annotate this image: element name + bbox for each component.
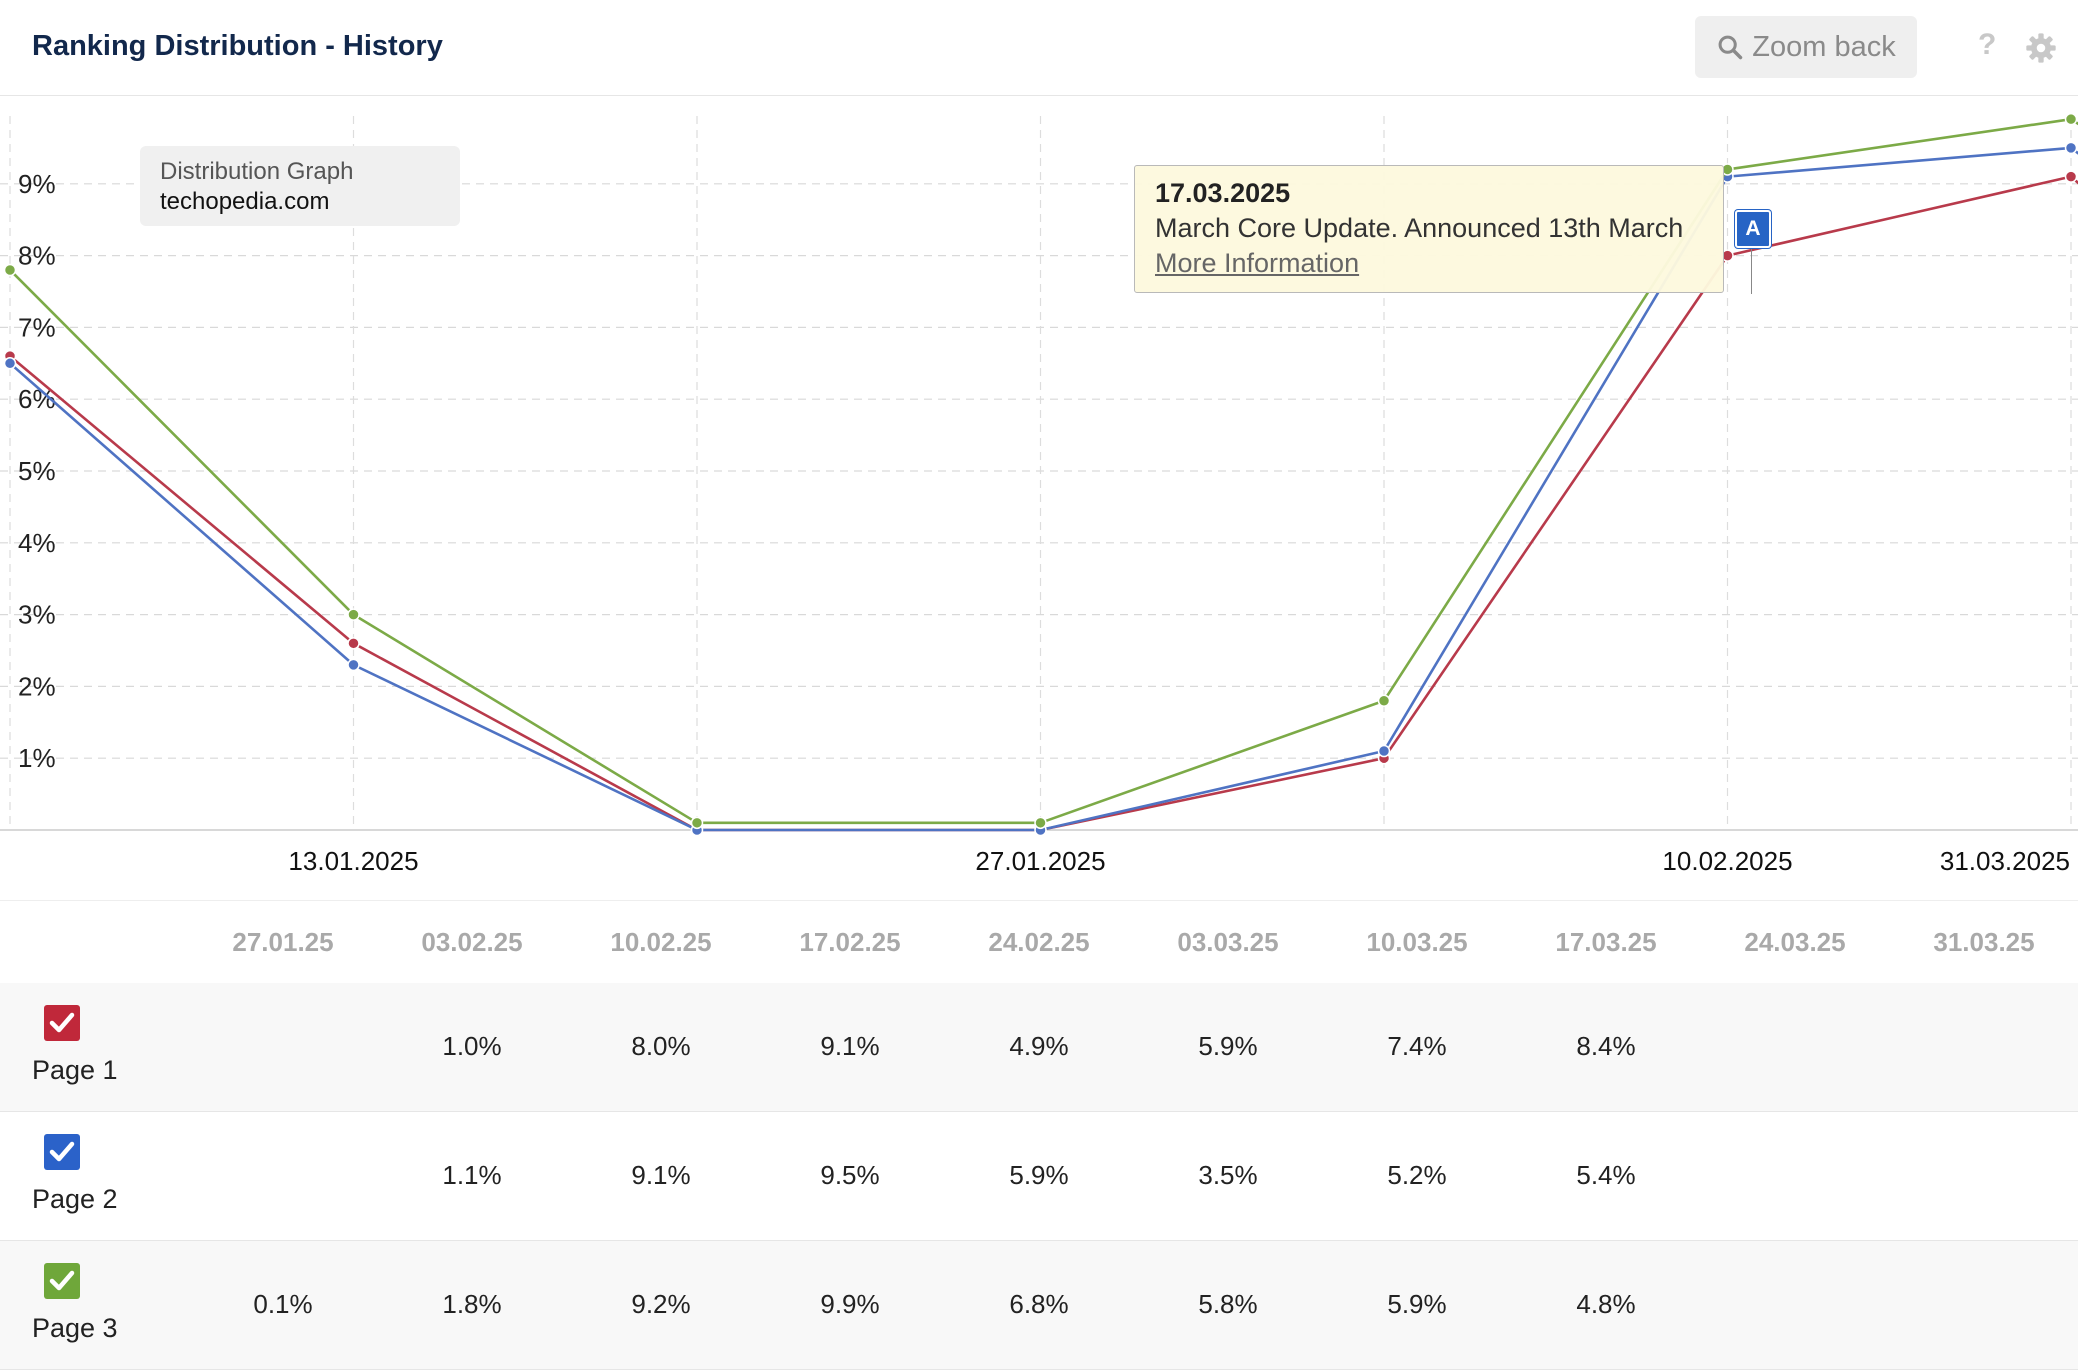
- more-information-link[interactable]: More Information: [1155, 248, 1360, 278]
- series-line-page-1: [9, 175, 2078, 832]
- data-point-page-3: [3, 263, 17, 277]
- tooltip-text: March Core Update. Announced 13th March: [1155, 213, 1684, 243]
- table-header-cell: 31.03.25: [1933, 927, 2035, 957]
- row-label: Page 3: [32, 1313, 118, 1343]
- table-cell: 1.1%: [442, 1160, 502, 1190]
- checkmark-icon: [49, 1012, 75, 1033]
- row-label: Page 1: [32, 1055, 118, 1085]
- data-point-page-3: [1377, 694, 1391, 708]
- table-row-page-1: Page 1 1.0% 8.0% 9.1% 4.9% 5.9% 7.4% 8.4…: [0, 983, 2078, 1112]
- table-cell: 9.1%: [631, 1160, 691, 1190]
- page-1-checkbox[interactable]: [44, 1005, 80, 1041]
- table-cell: 5.4%: [1576, 1160, 1636, 1190]
- table-cell: 1.0%: [442, 1031, 502, 1061]
- table-header: 27.01.25 03.02.25 10.02.25 17.02.25 24.0…: [0, 900, 2078, 984]
- zoom-back-label: Zoom back: [1752, 30, 1896, 63]
- table-cell: 9.5%: [820, 1160, 880, 1190]
- series-line-page-2: [9, 146, 2078, 832]
- table-cell: 0.1%: [253, 1289, 313, 1319]
- table-header-cell: 27.01.25: [232, 927, 334, 957]
- data-point-page-2: [3, 357, 17, 370]
- table-cell: 8.0%: [631, 1031, 691, 1061]
- table-header-cell: 03.02.25: [421, 927, 523, 957]
- table-cell: 4.8%: [1576, 1289, 1636, 1319]
- x-tick-label: 13.01.2025: [288, 846, 418, 876]
- table-cell: 7.4%: [1387, 1031, 1447, 1061]
- distribution-legend: Distribution Graph techopedia.com: [140, 146, 460, 226]
- y-tick-label: 7%: [18, 312, 56, 342]
- table-header-cell: 17.03.25: [1555, 927, 1657, 957]
- data-point-page-3: [347, 608, 360, 621]
- table-header-cell: 10.03.25: [1366, 927, 1468, 957]
- page-2-checkbox[interactable]: [44, 1134, 80, 1170]
- data-point-page-1: [347, 637, 360, 650]
- data-point-page-3: [1034, 816, 1047, 830]
- table-cell: 3.5%: [1198, 1160, 1258, 1190]
- table-cell: 5.8%: [1198, 1289, 1258, 1319]
- gear-icon[interactable]: [2025, 32, 2057, 64]
- table-cell: 9.2%: [631, 1289, 691, 1319]
- table-header-cell: 03.03.25: [1177, 927, 1279, 957]
- table-cell: 6.8%: [1009, 1289, 1069, 1319]
- table-cell: 9.1%: [820, 1031, 880, 1061]
- chart-header: Ranking Distribution - History Zoom back…: [0, 0, 2078, 96]
- y-tick-label: 9%: [18, 169, 56, 199]
- data-point-page-2: [2064, 141, 2078, 155]
- table-cell: 4.9%: [1009, 1031, 1069, 1061]
- event-flag-marker[interactable]: A: [1735, 210, 1771, 248]
- table-cell: 5.9%: [1198, 1031, 1258, 1061]
- data-point-page-3: [690, 816, 704, 830]
- x-tick-label: 10.02.2025: [1662, 846, 1792, 876]
- table-cell: 5.9%: [1009, 1160, 1069, 1190]
- data-point-page-2: [1377, 744, 1391, 758]
- table-row-page-3: Page 3 0.1% 1.8% 9.2% 9.9% 6.8% 5.8% 5.9…: [0, 1241, 2078, 1370]
- table-header-cell: 24.02.25: [988, 927, 1090, 957]
- y-tick-label: 5%: [18, 456, 56, 486]
- data-point-page-3: [2064, 112, 2078, 126]
- table-cell: 8.4%: [1576, 1031, 1636, 1061]
- y-tick-label: 3%: [18, 600, 56, 630]
- table-row-page-2: Page 2 1.1% 9.1% 9.5% 5.9% 3.5% 5.2% 5.4…: [0, 1112, 2078, 1241]
- checkmark-icon: [49, 1141, 75, 1162]
- y-tick-label: 8%: [18, 241, 56, 271]
- event-tooltip: 17.03.2025 March Core Update. Announced …: [1134, 165, 1724, 293]
- y-tick-label: 4%: [18, 528, 56, 558]
- data-point-page-1: [2064, 170, 2078, 183]
- event-flag-stem: [1751, 246, 1752, 294]
- table-cell: 1.8%: [442, 1289, 502, 1319]
- row-label: Page 2: [32, 1184, 118, 1214]
- legend-label: Distribution Graph: [160, 158, 354, 185]
- x-tick-label: 31.03.2025: [1940, 846, 2070, 876]
- page-title: Ranking Distribution - History: [32, 30, 443, 62]
- tooltip-date: 17.03.2025: [1155, 178, 1291, 208]
- help-icon[interactable]: ?: [1978, 28, 1997, 61]
- y-tick-label: 1%: [18, 743, 56, 773]
- ranking-line-chart: 1%2%3%4%5%6%7%8%9%13.01.2025 27.01.2025 10…: [0, 112, 2078, 876]
- table-cell: 9.9%: [820, 1289, 880, 1319]
- zoom-back-button[interactable]: Zoom back: [1695, 16, 1917, 78]
- legend-site: techopedia.com: [160, 188, 330, 215]
- data-point-page-2: [347, 658, 360, 672]
- x-tick-label: 27.01.2025: [975, 846, 1105, 876]
- table-cell: 5.2%: [1387, 1160, 1447, 1190]
- page-3-checkbox[interactable]: [44, 1263, 80, 1299]
- table-header-cell: 10.02.25: [610, 927, 712, 957]
- checkmark-icon: [49, 1270, 75, 1291]
- search-icon: [1718, 35, 1743, 60]
- table-header-cell: 24.03.25: [1744, 927, 1846, 957]
- table-header-cell: 17.02.25: [799, 927, 901, 957]
- table-cell: 5.9%: [1387, 1289, 1447, 1319]
- y-tick-label: 2%: [18, 671, 56, 701]
